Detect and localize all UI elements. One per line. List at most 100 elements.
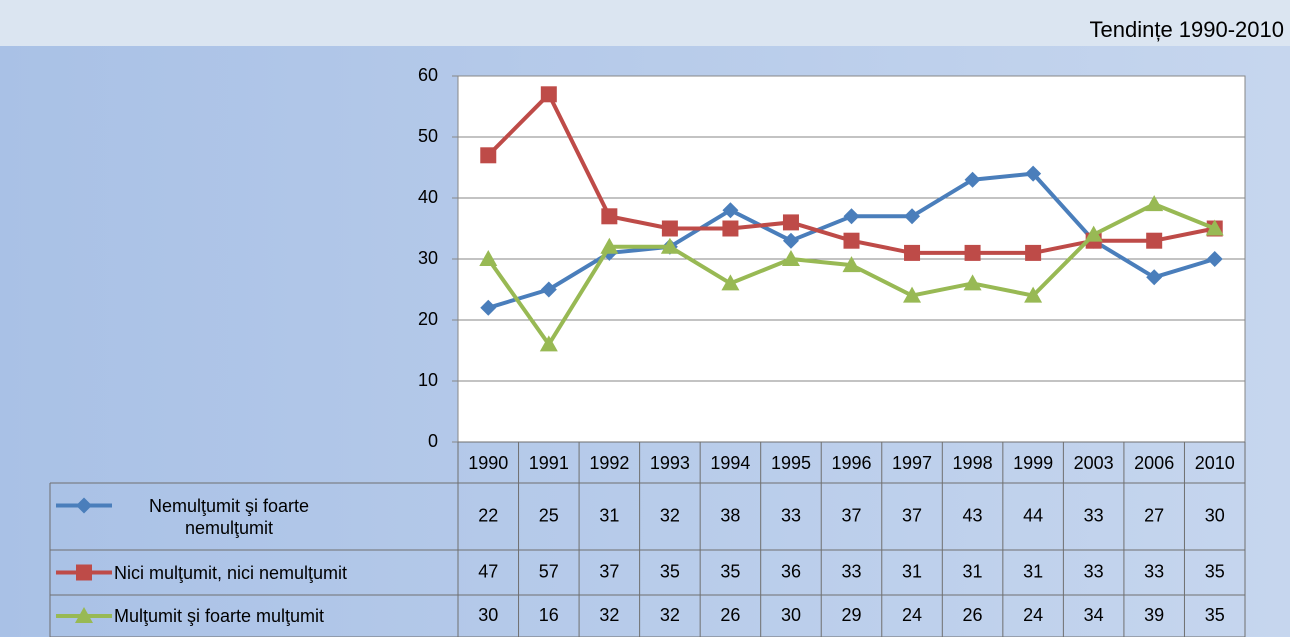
- y-tick-label: 60: [418, 65, 438, 85]
- marker: [660, 237, 679, 254]
- marker: [539, 335, 558, 352]
- table-value: 34: [1084, 605, 1104, 625]
- table-value: 22: [478, 505, 498, 525]
- table-value: 30: [781, 605, 801, 625]
- legend-entry-box: Nemulţumit şi foarte nemulţumit: [148, 495, 310, 538]
- x-tick-label: 1998: [953, 453, 993, 473]
- marker: [661, 220, 678, 237]
- table-value: 33: [841, 561, 861, 581]
- marker: [904, 244, 921, 261]
- marker: [843, 232, 860, 249]
- table-value: 35: [660, 561, 680, 581]
- marker: [1145, 195, 1164, 212]
- marker: [1205, 219, 1224, 236]
- marker: [1025, 244, 1042, 261]
- marker: [722, 220, 739, 237]
- chart-title: Tendințe 1990-2010: [1090, 17, 1285, 42]
- marker: [963, 274, 982, 291]
- legend-key-marker: [76, 497, 92, 514]
- legend-entry-box: Nici mulţumit, nici nemulţumit: [114, 562, 348, 583]
- marker: [1206, 251, 1223, 267]
- marker: [480, 299, 497, 316]
- table-value: 35: [720, 561, 740, 581]
- marker: [1084, 225, 1103, 242]
- table-value: 16: [539, 605, 559, 625]
- table-value: 26: [963, 605, 983, 625]
- marker: [601, 208, 618, 225]
- table-value: 33: [1144, 561, 1164, 581]
- x-tick-label: 1996: [831, 453, 871, 473]
- marker: [842, 256, 861, 273]
- x-tick-label: 2006: [1134, 453, 1174, 473]
- marker: [1146, 232, 1163, 249]
- y-tick-label: 20: [418, 309, 438, 329]
- legend-entry-box: Mulţumit şi foarte mulţumit: [114, 606, 325, 626]
- x-tick-label: 1994: [710, 453, 750, 473]
- table-value: 31: [902, 561, 922, 581]
- marker: [903, 286, 922, 303]
- table-value: 57: [539, 561, 559, 581]
- table-value: 43: [963, 505, 983, 525]
- table-value: 31: [599, 505, 619, 525]
- x-tick-label: 1999: [1013, 453, 1053, 473]
- marker: [540, 86, 557, 103]
- table-value: 27: [1144, 505, 1164, 525]
- table-value: 36: [781, 561, 801, 581]
- table-value: 44: [1023, 505, 1043, 525]
- marker: [540, 281, 557, 298]
- marker: [1025, 165, 1042, 182]
- marker: [721, 274, 740, 291]
- legend-key-marker: [76, 564, 92, 581]
- table-value: 37: [902, 505, 922, 525]
- table-value: 29: [841, 605, 861, 625]
- marker: [782, 232, 799, 249]
- table-value: 24: [1023, 605, 1043, 625]
- table-value: 26: [720, 605, 740, 625]
- legend-entry: Nici mulţumit, nici nemulţumit: [114, 562, 348, 583]
- marker: [781, 250, 800, 266]
- marker: [843, 208, 860, 225]
- marker: [480, 147, 497, 164]
- table-value: 47: [478, 561, 498, 581]
- x-tick-label: 2003: [1074, 453, 1114, 473]
- marker: [782, 214, 799, 231]
- marker: [1024, 286, 1043, 303]
- table-value: 35: [1205, 561, 1225, 581]
- marker: [904, 208, 921, 225]
- table-value: 33: [1084, 505, 1104, 525]
- legend-entry: Mulţumit şi foarte mulţumit: [114, 606, 325, 626]
- table-value: 32: [660, 605, 680, 625]
- table-value: 37: [841, 505, 861, 525]
- table-value: 39: [1144, 605, 1164, 625]
- y-tick-label: 10: [418, 370, 438, 390]
- x-tick-label: 1992: [589, 453, 629, 473]
- marker: [964, 171, 981, 188]
- table-value: 38: [720, 505, 740, 525]
- table-value: 33: [781, 505, 801, 525]
- table-value: 25: [539, 505, 559, 525]
- y-tick-label: 50: [418, 126, 438, 146]
- table-value: 24: [902, 605, 922, 625]
- x-tick-label: 1991: [529, 453, 569, 473]
- table-value: 37: [599, 561, 619, 581]
- marker: [722, 202, 739, 219]
- table-value: 30: [478, 605, 498, 625]
- marker: [479, 250, 498, 266]
- legend-key-marker: [75, 607, 93, 623]
- legend-entry: Nemulţumit şi foarte nemulţumit: [148, 495, 310, 538]
- x-tick-label: 1990: [468, 453, 508, 473]
- table-value: 32: [660, 505, 680, 525]
- marker: [600, 237, 619, 254]
- x-tick-label: 2010: [1195, 453, 1235, 473]
- header-band: [0, 0, 1290, 46]
- y-tick-label: 40: [418, 187, 438, 207]
- table-value: 31: [963, 561, 983, 581]
- x-tick-label: 1997: [892, 453, 932, 473]
- table-value: 32: [599, 605, 619, 625]
- x-tick-label: 1995: [771, 453, 811, 473]
- table-value: 35: [1205, 605, 1225, 625]
- table-value: 31: [1023, 561, 1043, 581]
- table-value: 30: [1205, 505, 1225, 525]
- x-tick-label: 1993: [650, 453, 690, 473]
